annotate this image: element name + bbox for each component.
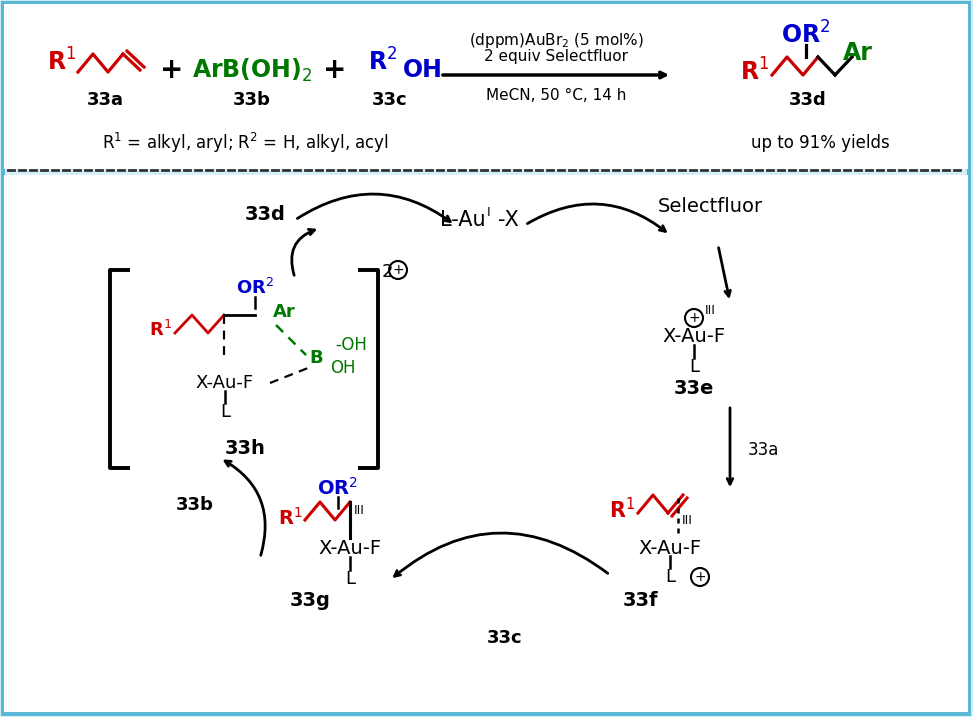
Text: R$^1$: R$^1$: [149, 320, 171, 340]
Text: 33d: 33d: [789, 91, 827, 109]
Text: R$^1$: R$^1$: [609, 498, 635, 523]
Text: R$^1$: R$^1$: [277, 507, 303, 529]
Text: 33e: 33e: [674, 379, 714, 399]
Text: L: L: [220, 403, 230, 421]
Bar: [4, 175, 968, 712]
Text: +: +: [161, 56, 184, 84]
Text: L-Au: L-Au: [441, 210, 486, 230]
Text: OR$^2$: OR$^2$: [236, 278, 274, 298]
Text: (dppm)AuBr$_2$ (5 mol%): (dppm)AuBr$_2$ (5 mol%): [469, 31, 643, 49]
Text: ArB(OH)$_2$: ArB(OH)$_2$: [192, 57, 312, 84]
Text: I: I: [487, 206, 490, 219]
Text: +: +: [688, 311, 700, 325]
FancyBboxPatch shape: [3, 3, 969, 714]
Text: X-Au-F: X-Au-F: [638, 538, 702, 558]
Text: Ar: Ar: [843, 41, 873, 65]
Text: L: L: [345, 570, 355, 588]
Text: 2: 2: [382, 263, 393, 281]
Text: X-Au-F: X-Au-F: [318, 538, 381, 558]
Text: -OH: -OH: [335, 336, 367, 354]
Text: L: L: [665, 568, 675, 586]
Text: 33h: 33h: [225, 439, 266, 457]
Text: -X: -X: [498, 210, 519, 230]
Text: III: III: [354, 503, 365, 516]
Text: OH: OH: [330, 359, 355, 377]
Text: +: +: [392, 263, 404, 277]
Text: R$^2$: R$^2$: [369, 49, 398, 75]
Text: 2 equiv Selectfluor: 2 equiv Selectfluor: [484, 49, 628, 65]
Text: R$^1$: R$^1$: [740, 58, 770, 85]
Text: MeCN, 50 °C, 14 h: MeCN, 50 °C, 14 h: [486, 87, 627, 103]
Text: +: +: [323, 56, 346, 84]
Text: 33b: 33b: [234, 91, 270, 109]
Text: L: L: [689, 358, 699, 376]
Text: 33d: 33d: [244, 206, 285, 224]
Text: 33b: 33b: [176, 496, 214, 514]
Text: 33a: 33a: [748, 441, 779, 459]
Text: OR$^2$: OR$^2$: [317, 477, 358, 499]
Text: up to 91% yields: up to 91% yields: [750, 134, 889, 152]
Text: III: III: [705, 305, 716, 318]
Text: 33a: 33a: [87, 91, 124, 109]
Text: X-Au-F: X-Au-F: [196, 374, 254, 392]
Text: OH: OH: [403, 58, 443, 82]
Text: R$^1$: R$^1$: [48, 49, 77, 75]
Bar: [4, 4, 968, 169]
Text: R$^1$ = alkyl, aryl; R$^2$ = H, alkyl, acyl: R$^1$ = alkyl, aryl; R$^2$ = H, alkyl, a…: [101, 131, 388, 155]
Text: OR$^2$: OR$^2$: [781, 22, 831, 49]
Text: X-Au-F: X-Au-F: [663, 328, 726, 346]
Text: Ar: Ar: [273, 303, 296, 321]
Text: 33c: 33c: [373, 91, 408, 109]
Text: +: +: [694, 570, 705, 584]
Text: III: III: [682, 513, 693, 526]
Text: 33f: 33f: [623, 591, 658, 609]
Text: 33g: 33g: [290, 591, 331, 609]
Text: 33c: 33c: [487, 629, 523, 647]
Text: Selectfluor: Selectfluor: [658, 197, 763, 217]
Text: B: B: [309, 349, 323, 367]
